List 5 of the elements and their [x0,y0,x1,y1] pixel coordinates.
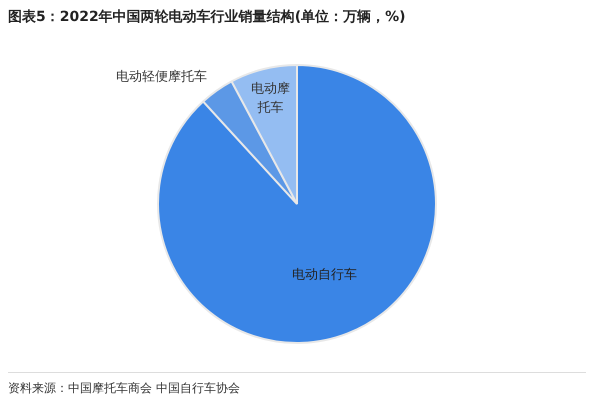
slice-label: 电动轻便摩托车 [116,69,208,84]
text: 资料来源：中国摩托车商会 中国自行车协会 [8,380,240,397]
slice-label: 电动自行车 [292,268,358,283]
slice-label: 电动摩托车 [251,82,290,116]
chart-title: 图表5：2022年中国两轮电动车行业销量结构(单位：万辆，%) [8,8,406,26]
